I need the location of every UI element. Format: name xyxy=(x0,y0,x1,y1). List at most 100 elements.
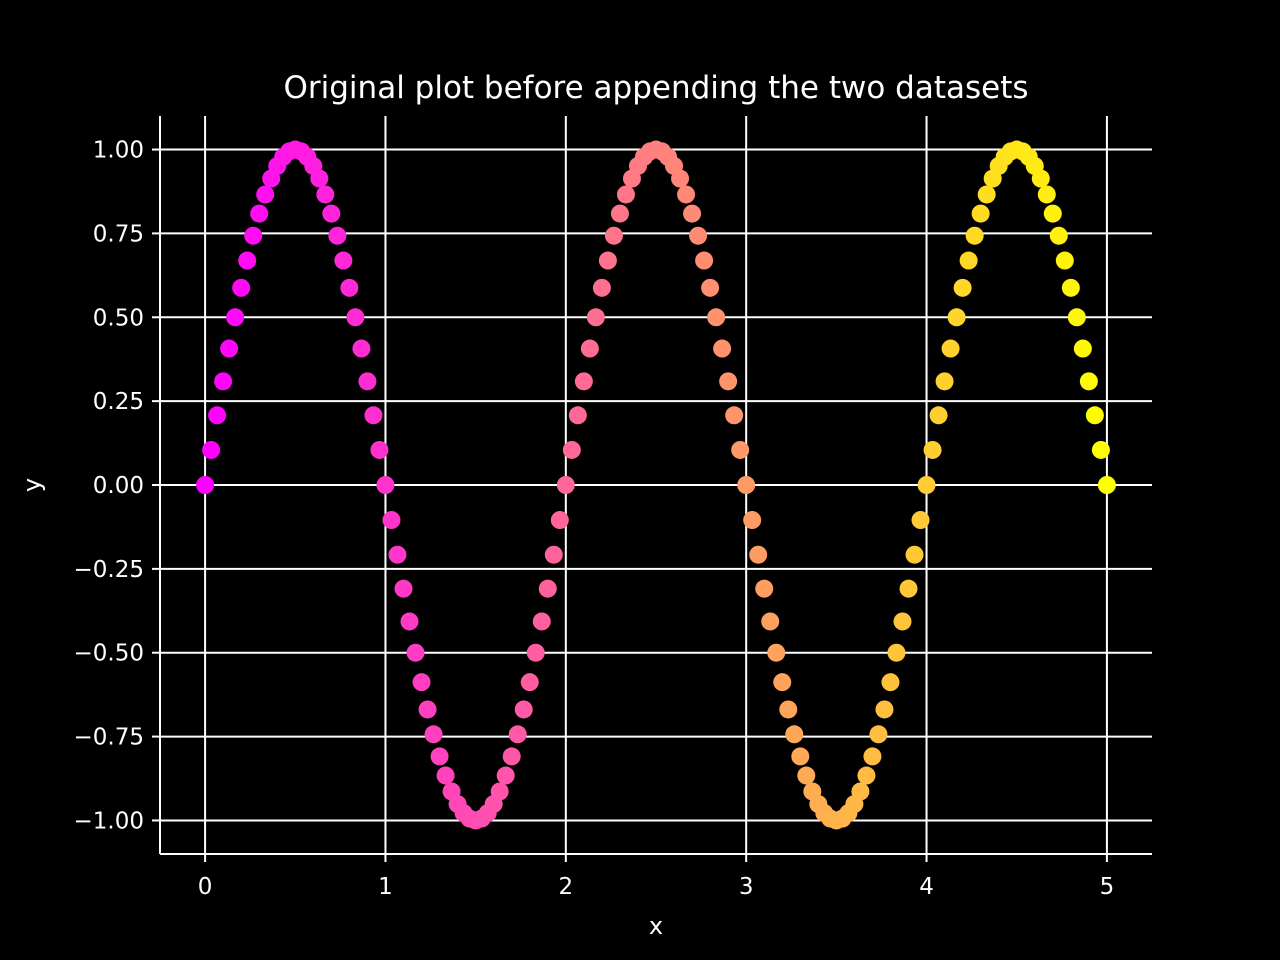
chart-title: Original plot before appending the two d… xyxy=(284,70,1029,106)
data-point xyxy=(310,169,329,188)
data-point xyxy=(743,511,762,530)
data-point xyxy=(544,545,563,564)
data-point xyxy=(574,372,593,391)
data-point xyxy=(1037,185,1056,204)
data-point xyxy=(749,545,768,564)
data-point xyxy=(370,440,389,459)
data-point xyxy=(514,700,533,719)
data-point xyxy=(689,226,708,245)
data-point xyxy=(767,643,786,662)
data-point xyxy=(340,278,359,297)
data-point xyxy=(1091,440,1110,459)
data-point xyxy=(562,440,581,459)
y-tick-label: −0.25 xyxy=(74,557,144,583)
data-point xyxy=(526,643,545,662)
data-point xyxy=(202,440,221,459)
data-point xyxy=(376,476,395,494)
y-tick-label: −1.00 xyxy=(74,808,144,834)
data-point xyxy=(671,169,690,188)
data-point xyxy=(1073,339,1092,358)
data-point xyxy=(761,612,780,631)
data-point xyxy=(334,251,353,270)
data-point xyxy=(959,251,978,270)
data-point xyxy=(364,406,383,425)
data-point xyxy=(316,185,335,204)
data-point xyxy=(400,612,419,631)
data-point xyxy=(1061,278,1080,297)
data-point xyxy=(382,511,401,530)
y-tick-label: 0.25 xyxy=(93,389,144,415)
data-point xyxy=(755,579,774,598)
data-point xyxy=(725,406,744,425)
data-point xyxy=(358,372,377,391)
data-point xyxy=(1079,372,1098,391)
data-point xyxy=(394,579,413,598)
data-point xyxy=(532,612,551,631)
data-point xyxy=(737,476,756,494)
data-point xyxy=(719,372,738,391)
data-point xyxy=(797,766,816,785)
data-point xyxy=(869,725,888,744)
data-point xyxy=(556,476,575,494)
data-point xyxy=(490,782,509,801)
data-point xyxy=(911,511,930,530)
data-point xyxy=(550,511,569,530)
data-point xyxy=(232,278,251,297)
data-point xyxy=(1055,251,1074,270)
data-point xyxy=(616,185,635,204)
data-point xyxy=(592,278,611,297)
data-point xyxy=(1097,476,1116,494)
data-point xyxy=(965,226,984,245)
y-tick-label: 1.00 xyxy=(93,138,144,164)
data-point xyxy=(586,308,605,327)
data-point xyxy=(917,476,936,494)
data-point xyxy=(214,372,233,391)
data-point xyxy=(568,406,587,425)
data-point xyxy=(424,725,443,744)
data-point xyxy=(893,612,912,631)
data-point xyxy=(322,204,341,223)
data-point xyxy=(935,372,954,391)
data-point xyxy=(598,251,617,270)
data-point xyxy=(430,747,449,766)
y-axis-label: y xyxy=(18,478,46,492)
data-point xyxy=(1031,169,1050,188)
data-point xyxy=(610,204,629,223)
data-point xyxy=(929,406,948,425)
data-point xyxy=(352,339,371,358)
data-point xyxy=(695,251,714,270)
data-point xyxy=(496,766,515,785)
x-tick-label: 5 xyxy=(1100,874,1115,900)
data-point xyxy=(857,766,876,785)
data-point xyxy=(238,251,257,270)
data-point xyxy=(677,185,696,204)
data-point xyxy=(538,579,557,598)
data-points xyxy=(196,140,1116,830)
axis-ticks: 0 1 2 3 4 5 1.00 0.75 0.50 0.25 0.00 −0.25 −0.50 −0.7… xyxy=(74,138,1115,900)
data-point xyxy=(1043,204,1062,223)
y-tick-label: 0.50 xyxy=(93,305,144,331)
x-tick-label: 1 xyxy=(378,874,393,900)
data-point xyxy=(899,579,918,598)
y-tick-label: −0.75 xyxy=(74,725,144,751)
x-tick-label: 2 xyxy=(558,874,573,900)
data-point xyxy=(851,782,870,801)
data-point xyxy=(953,278,972,297)
data-point xyxy=(707,308,726,327)
data-point xyxy=(436,766,455,785)
data-point xyxy=(328,226,347,245)
data-point xyxy=(520,673,539,692)
data-point xyxy=(1067,308,1086,327)
data-point xyxy=(388,545,407,564)
data-point xyxy=(406,643,425,662)
data-point xyxy=(875,700,894,719)
x-tick-label: 4 xyxy=(919,874,934,900)
data-point xyxy=(923,440,942,459)
data-point xyxy=(346,308,365,327)
x-axis-label: x xyxy=(649,912,663,940)
data-point xyxy=(881,673,900,692)
data-point xyxy=(941,339,960,358)
data-point xyxy=(208,406,227,425)
data-point xyxy=(863,747,882,766)
